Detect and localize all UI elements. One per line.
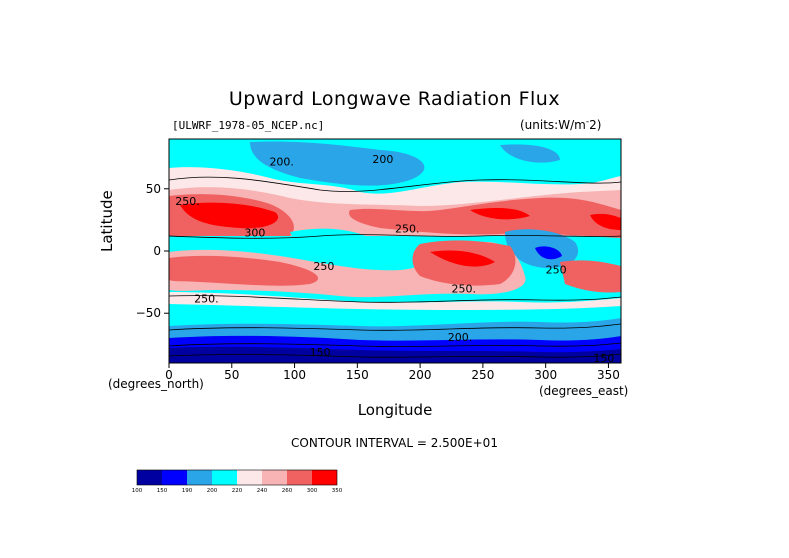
x-axis-ticks: 0 50 100 150 200 250 300 350 <box>165 363 620 382</box>
colorbar: 100 150 190 200 220 240 260 300 350 <box>132 469 343 494</box>
colorbar-swatch <box>187 470 212 485</box>
x-tick-label: 50 <box>224 368 239 382</box>
colorbar-label: 260 <box>282 488 293 494</box>
contour-label: 250. <box>175 195 200 208</box>
colorbar-label: 200 <box>207 488 218 494</box>
contour-label: 150 <box>310 346 331 359</box>
x-tick-label: 100 <box>283 368 306 382</box>
heatmap-field <box>169 139 621 363</box>
contour-labels: 200. 200 250. 300 250 250. 250. 250. 200. 150 250 1… <box>175 153 614 365</box>
contour-label: 250. <box>395 223 420 236</box>
colorbar-label: 300 <box>307 488 318 494</box>
x-tick-label: 200 <box>409 368 432 382</box>
colorbar-label: 240 <box>257 488 268 494</box>
contour-label: 300 <box>244 226 265 239</box>
y-axis-ticks: 50 0 −50 <box>136 182 169 320</box>
x-tick-label: 350 <box>597 368 620 382</box>
colorbar-swatch <box>162 470 187 485</box>
colorbar-label: 350 <box>332 488 343 494</box>
colorbar-label: 150 <box>157 488 168 494</box>
contour-label: 250 <box>313 260 334 273</box>
contour-label: 200. <box>448 331 473 344</box>
contour-label: 250 <box>546 264 567 277</box>
y-tick-label: −50 <box>136 306 161 320</box>
x-unit-label-right: (degrees_east) <box>539 384 629 398</box>
colorbar-swatch <box>212 470 237 485</box>
x-unit-label: (degrees_north) <box>108 377 204 391</box>
colorbar-swatch <box>137 470 162 485</box>
colorbar-frame <box>136 469 338 486</box>
dataset-label: [ULWRF_1978-05_NCEP.nc] <box>172 119 325 132</box>
units-label: (units:W/m-2) <box>520 117 602 132</box>
contour-label: 200 <box>372 153 393 166</box>
colorbar-label: 190 <box>182 488 193 494</box>
contour-label: 200. <box>269 155 294 168</box>
x-tick-label: 250 <box>471 368 494 382</box>
x-tick-label: 150 <box>346 368 369 382</box>
chart-title: Upward Longwave Radiation Flux <box>228 88 561 110</box>
colorbar-swatch <box>262 470 287 485</box>
y-axis-label: Latitude <box>98 190 116 252</box>
colorbar-swatch <box>237 470 262 485</box>
contour-label: 250. <box>452 282 477 295</box>
x-tick-label: 0 <box>165 368 173 382</box>
colorbar-swatch <box>287 470 312 485</box>
x-tick-label: 300 <box>534 368 557 382</box>
contour-interval-text: CONTOUR INTERVAL = 2.500E+01 <box>291 436 498 450</box>
y-tick-label: 50 <box>146 182 161 196</box>
contour-label: 250. <box>194 292 219 305</box>
x-axis-label: Longitude <box>357 401 433 419</box>
colorbar-label: 100 <box>132 488 143 494</box>
colorbar-swatch <box>312 470 337 485</box>
colorbar-label: 220 <box>232 488 243 494</box>
contour-label: 150 <box>593 352 614 365</box>
y-tick-label: 0 <box>153 244 161 258</box>
